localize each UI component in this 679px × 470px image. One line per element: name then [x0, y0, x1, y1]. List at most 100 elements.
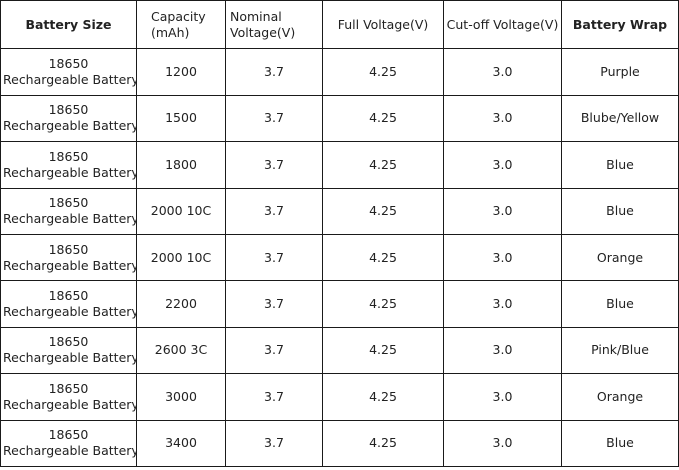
cell-full-voltage-value: 4.25	[369, 203, 397, 219]
cell-nominal-voltage-value: 3.7	[264, 249, 284, 265]
cell-nominal-voltage: 3.7	[225, 280, 323, 328]
cell-cutoff-voltage-value: 3.0	[492, 156, 513, 172]
cell-battery-wrap: Blue	[561, 419, 679, 468]
header-battery-size-label: Battery Size	[25, 16, 112, 32]
table-row: 18650 Rechargeable Battery 2200 3.7 4.25 3.0 B…	[0, 280, 679, 328]
cell-capacity: 2200	[136, 280, 226, 328]
cell-nominal-voltage-value: 3.7	[264, 388, 284, 404]
cell-battery-size-size-line1: 18650	[48, 427, 89, 443]
cell-battery-size-size-line1: 18650	[48, 102, 89, 118]
cell-battery-wrap: Blue	[561, 280, 679, 328]
cell-nominal-voltage-value: 3.7	[264, 435, 284, 451]
cell-capacity-value: 2200	[165, 296, 197, 312]
cell-full-voltage-value: 4.25	[369, 249, 397, 265]
cell-capacity-value: 3000	[165, 388, 197, 404]
cell-battery-size-size-line1: 18650	[48, 195, 89, 211]
cell-battery-size-size-line1: 18650	[48, 148, 89, 164]
cell-cutoff-voltage: 3.0	[443, 94, 562, 143]
cell-nominal-voltage: 3.7	[225, 373, 323, 421]
table-row: 18650 Rechargeable Battery 2000 10C 3.7 4.25…	[0, 233, 679, 282]
cell-cutoff-voltage: 3.0	[443, 141, 562, 189]
cell-full-voltage-value: 4.25	[369, 156, 397, 172]
cell-battery-size-size-line1: 18650	[48, 288, 89, 304]
table-row: 18650 Rechargeable Battery 1500 3.7 4.25 3.0 B…	[0, 94, 679, 143]
header-nominal-line1: Nominal	[230, 8, 282, 24]
cell-nominal-voltage: 3.7	[225, 94, 323, 143]
cell-full-voltage: 4.25	[322, 48, 444, 96]
cell-cutoff-voltage: 3.0	[443, 373, 562, 421]
cell-battery-wrap-value: Blue	[606, 203, 634, 219]
cell-capacity-value: 2000 10C	[150, 249, 212, 265]
cell-full-voltage: 4.25	[322, 419, 444, 468]
cell-battery-size-size-line2: Rechargeable Battery	[3, 257, 137, 273]
cell-capacity: 1200	[136, 48, 226, 96]
cell-battery-wrap-value: Blube/Yellow	[580, 110, 660, 126]
header-capacity: Capacity (mAh)	[136, 0, 226, 50]
cell-full-voltage: 4.25	[322, 94, 444, 143]
cell-capacity: 3400	[136, 419, 226, 468]
cell-cutoff-voltage: 3.0	[443, 233, 562, 282]
cell-full-voltage-value: 4.25	[369, 342, 397, 358]
cell-nominal-voltage: 3.7	[225, 187, 323, 235]
table-header-row: Battery Size Capacity (mAh) Nominal Volt…	[0, 0, 679, 50]
cell-nominal-voltage: 3.7	[225, 48, 323, 96]
header-battery-wrap: Battery Wrap	[561, 0, 679, 50]
cell-full-voltage-value: 4.25	[369, 64, 397, 80]
cell-battery-wrap-value: Orange	[596, 249, 644, 265]
cell-nominal-voltage: 3.7	[225, 141, 323, 189]
cell-battery-size: 18650 Rechargeable Battery	[0, 187, 137, 235]
cell-battery-wrap-value: Orange	[596, 388, 644, 404]
cell-battery-wrap-value: Pink/Blue	[591, 342, 649, 358]
cell-full-voltage-value: 4.25	[369, 388, 397, 404]
cell-battery-size-size-line1: 18650	[48, 334, 89, 350]
header-cutoff-voltage-label: Cut-off Voltage(V)	[446, 16, 559, 32]
cell-cutoff-voltage-value: 3.0	[492, 203, 513, 219]
cell-battery-size-size-line1: 18650	[48, 241, 89, 257]
cell-battery-size-size-line2: Rechargeable Battery	[3, 396, 137, 412]
cell-cutoff-voltage: 3.0	[443, 326, 562, 375]
cell-full-voltage: 4.25	[322, 233, 444, 282]
cell-battery-wrap: Orange	[561, 373, 679, 421]
cell-capacity-value: 1800	[165, 156, 197, 172]
cell-nominal-voltage: 3.7	[225, 419, 323, 468]
cell-battery-wrap-value: Blue	[606, 296, 634, 312]
cell-battery-size: 18650 Rechargeable Battery	[0, 326, 137, 375]
table-row: 18650 Rechargeable Battery 2000 10C 3.7 4.25…	[0, 187, 679, 235]
header-full-voltage-label: Full Voltage(V)	[337, 16, 429, 32]
cell-battery-size: 18650 Rechargeable Battery	[0, 373, 137, 421]
cell-nominal-voltage-value: 3.7	[264, 342, 284, 358]
cell-nominal-voltage-value: 3.7	[264, 156, 284, 172]
cell-capacity: 2600 3C	[136, 326, 226, 375]
cell-cutoff-voltage-value: 3.0	[492, 110, 513, 126]
cell-capacity: 3000	[136, 373, 226, 421]
cell-full-voltage-value: 4.25	[369, 110, 397, 126]
cell-battery-wrap: Pink/Blue	[561, 326, 679, 375]
header-nominal-line2: Voltage(V)	[230, 24, 296, 40]
cell-cutoff-voltage-value: 3.0	[492, 249, 513, 265]
cell-nominal-voltage-value: 3.7	[264, 110, 284, 126]
header-battery-wrap-label: Battery Wrap	[572, 16, 668, 32]
header-nominal-voltage: Nominal Voltage(V)	[225, 0, 323, 50]
table-row: 18650 Rechargeable Battery 2600 3C 3.7 4.25 3…	[0, 326, 679, 375]
cell-capacity-value: 1500	[165, 110, 197, 126]
table-row: 18650 Rechargeable Battery 1800 3.7 4.25 3.0 B…	[0, 141, 679, 189]
cell-capacity: 2000 10C	[136, 187, 226, 235]
cell-cutoff-voltage-value: 3.0	[492, 435, 513, 451]
cell-capacity-value: 3400	[165, 435, 197, 451]
cell-full-voltage: 4.25	[322, 187, 444, 235]
cell-nominal-voltage: 3.7	[225, 233, 323, 282]
table-row: 18650 Rechargeable Battery 1200 3.7 4.25 3.0 P…	[0, 48, 679, 96]
header-capacity-line1: Capacity	[151, 8, 206, 24]
cell-full-voltage: 4.25	[322, 141, 444, 189]
cell-cutoff-voltage-value: 3.0	[492, 296, 513, 312]
cell-cutoff-voltage: 3.0	[443, 419, 562, 468]
cell-battery-wrap-value: Blue	[606, 435, 634, 451]
cell-battery-size-size-line2: Rechargeable Battery	[3, 443, 137, 459]
cell-full-voltage-value: 4.25	[369, 296, 397, 312]
cell-battery-wrap: Blube/Yellow	[561, 94, 679, 143]
cell-cutoff-voltage: 3.0	[443, 48, 562, 96]
cell-battery-wrap-value: Purple	[600, 64, 640, 80]
cell-battery-size: 18650 Rechargeable Battery	[0, 48, 137, 96]
cell-battery-wrap: Purple	[561, 48, 679, 96]
